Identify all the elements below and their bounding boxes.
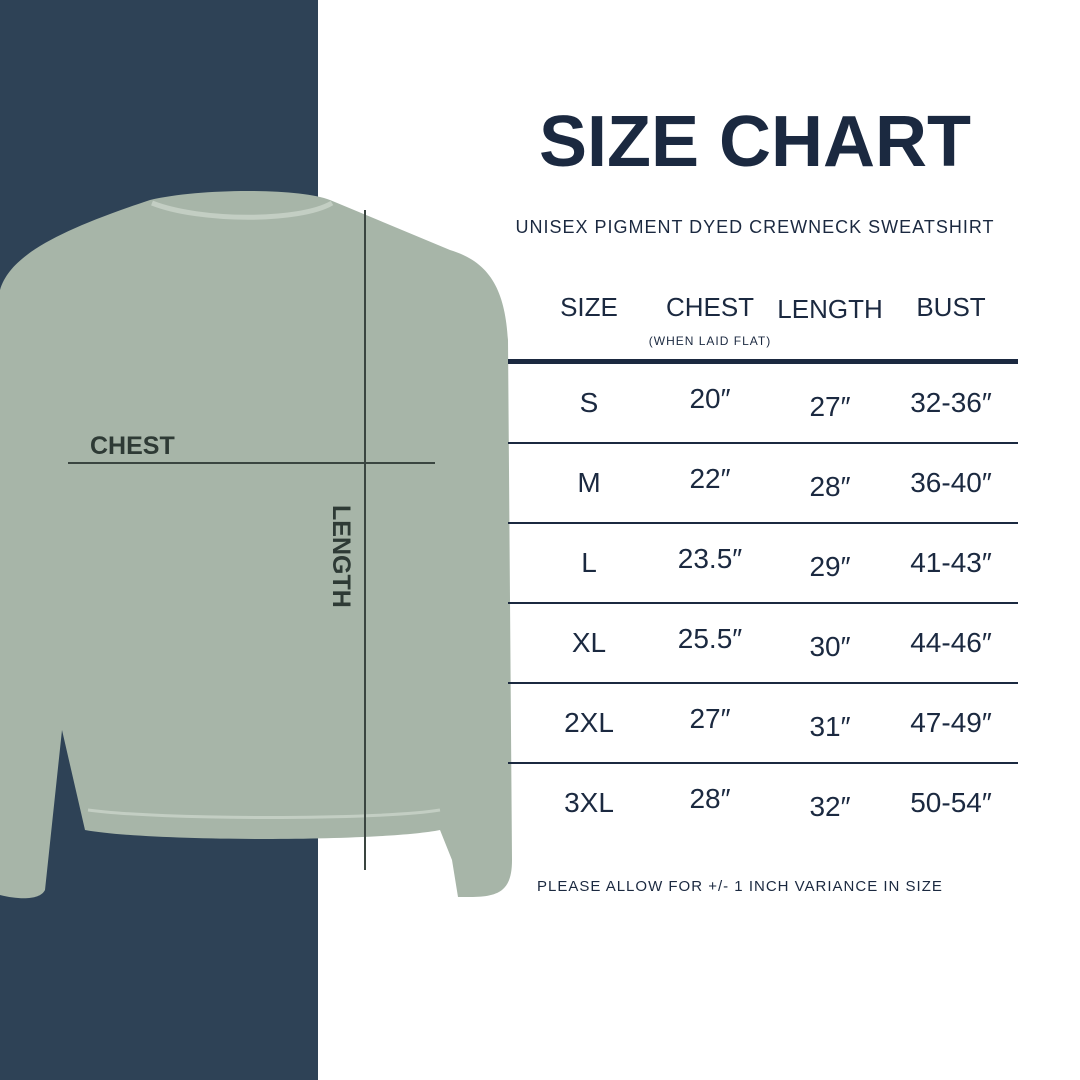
- cell-bust: 41-43″: [910, 547, 992, 578]
- cell-chest: 22″: [689, 463, 731, 494]
- row-divider: [508, 522, 1018, 524]
- cell-size: 2XL: [564, 707, 614, 738]
- row-divider: [508, 602, 1018, 604]
- cell-bust: 50-54″: [910, 787, 992, 818]
- length-label: LENGTH: [327, 505, 355, 608]
- header-bust: BUST: [916, 292, 986, 322]
- subtitle: UNISEX PIGMENT DYED CREWNECK SWEATSHIRT: [515, 217, 995, 237]
- cell-bust: 32-36″: [910, 387, 992, 418]
- cell-chest: 25.5″: [677, 623, 743, 654]
- cell-length: 27″: [809, 391, 851, 422]
- cell-length: 31″: [809, 711, 851, 742]
- cell-chest: 20″: [689, 383, 731, 414]
- page-title: SIZE CHART: [539, 102, 971, 182]
- header-size: SIZE: [560, 292, 618, 322]
- cell-length: 30″: [809, 631, 851, 662]
- cell-chest: 28″: [689, 783, 731, 814]
- cell-chest: 27″: [689, 703, 731, 734]
- header-chest: CHEST: [665, 292, 755, 322]
- header-length: LENGTH: [777, 294, 883, 324]
- waistband-seam: [87, 808, 441, 819]
- header-rule: [508, 359, 1018, 364]
- cell-chest: 23.5″: [677, 543, 743, 574]
- sweatshirt-illustration: [0, 191, 512, 899]
- cell-length: 32″: [809, 791, 851, 822]
- cell-size: L: [581, 547, 597, 578]
- cell-bust: 44-46″: [910, 627, 992, 658]
- footnote: PLEASE ALLOW FOR +/- 1 INCH VARIANCE IN …: [537, 878, 943, 895]
- cell-size: M: [577, 467, 601, 498]
- cell-size: XL: [571, 627, 607, 658]
- cell-length: 29″: [809, 551, 851, 582]
- cell-bust: 36-40″: [910, 467, 992, 498]
- chest-label: CHEST: [90, 432, 175, 460]
- sweatshirt-body: [0, 191, 512, 899]
- chest-note: (WHEN LAID FLAT): [648, 334, 772, 348]
- row-divider: [508, 682, 1018, 684]
- cell-size: 3XL: [564, 787, 614, 818]
- cell-size: S: [579, 387, 599, 418]
- cell-length: 28″: [809, 471, 851, 502]
- collar-rib: [151, 200, 334, 220]
- row-divider: [508, 762, 1018, 764]
- cell-bust: 47-49″: [910, 707, 992, 738]
- row-divider: [508, 442, 1018, 444]
